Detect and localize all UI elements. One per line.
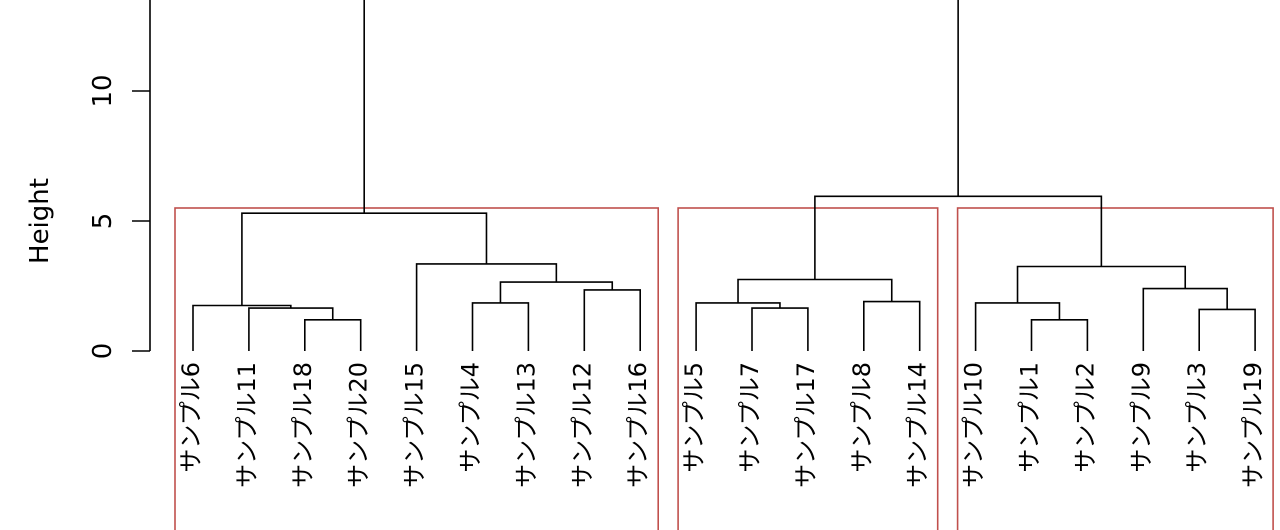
dendrogram-branch bbox=[1030, 319, 1089, 351]
dendrogram-branch bbox=[499, 281, 614, 303]
dendrogram-branch bbox=[1198, 308, 1256, 351]
dendrogram-branch bbox=[192, 304, 292, 351]
dendrogram-branch bbox=[695, 302, 781, 351]
y-tick-label: 10 bbox=[88, 74, 118, 107]
y-tick-label: 0 bbox=[88, 343, 118, 360]
leaf-label: サンプル4 bbox=[457, 362, 485, 473]
dendrogram-branches bbox=[192, 0, 1256, 351]
leaf-label: サンプル5 bbox=[680, 362, 708, 473]
leaf-label: サンプル6 bbox=[177, 362, 205, 473]
dendrogram-branch bbox=[1016, 265, 1187, 303]
dendrogram-branch bbox=[248, 307, 334, 351]
dendrogram-branch bbox=[471, 302, 530, 351]
dendrogram-branch bbox=[241, 212, 488, 306]
y-tick-label: 5 bbox=[88, 213, 118, 230]
leaf-label: サンプル9 bbox=[1127, 362, 1155, 473]
dendrogram-branch bbox=[304, 319, 362, 351]
cluster-box bbox=[174, 207, 660, 530]
cluster-box bbox=[677, 207, 939, 530]
leaf-label: サンプル10 bbox=[960, 362, 988, 488]
leaf-label: サンプル16 bbox=[624, 362, 652, 488]
dendrogram-branch bbox=[583, 289, 641, 351]
leaf-label: サンプル7 bbox=[736, 362, 764, 473]
leaf-label: サンプル12 bbox=[568, 362, 596, 488]
leaf-label: サンプル2 bbox=[1071, 362, 1099, 473]
cluster-box bbox=[956, 207, 1274, 530]
leaf-label: サンプル20 bbox=[345, 362, 373, 488]
dendrogram-branch bbox=[363, 0, 959, 214]
leaf-label: サンプル3 bbox=[1183, 362, 1211, 473]
leaf-label: サンプル19 bbox=[1239, 362, 1267, 488]
dendrogram-branch bbox=[751, 307, 809, 351]
y-axis: 0 5 10 bbox=[88, 0, 151, 360]
leaf-label: サンプル8 bbox=[848, 362, 876, 473]
y-axis-label: Height bbox=[25, 178, 55, 264]
leaf-label: サンプル1 bbox=[1016, 362, 1044, 473]
dendrogram-branch bbox=[974, 302, 1061, 351]
dendrogram-branch bbox=[863, 300, 921, 351]
leaf-label: サンプル11 bbox=[233, 362, 261, 488]
leaf-label: サンプル13 bbox=[512, 362, 540, 488]
dendrogram-branch bbox=[415, 263, 558, 351]
leaf-label: サンプル18 bbox=[289, 362, 317, 488]
leaf-labels: サンプル6 サンプル11 サンプル18 サンプル20 サンプル15 サンプル4 サンプル13… bbox=[177, 362, 1267, 488]
dendrogram-branch bbox=[1142, 287, 1228, 351]
leaf-label: サンプル14 bbox=[904, 362, 932, 488]
leaf-label: サンプル17 bbox=[792, 362, 820, 488]
dendrogram-branch bbox=[737, 278, 893, 303]
leaf-label: サンプル15 bbox=[401, 362, 429, 488]
cluster-boxes bbox=[174, 207, 1274, 530]
